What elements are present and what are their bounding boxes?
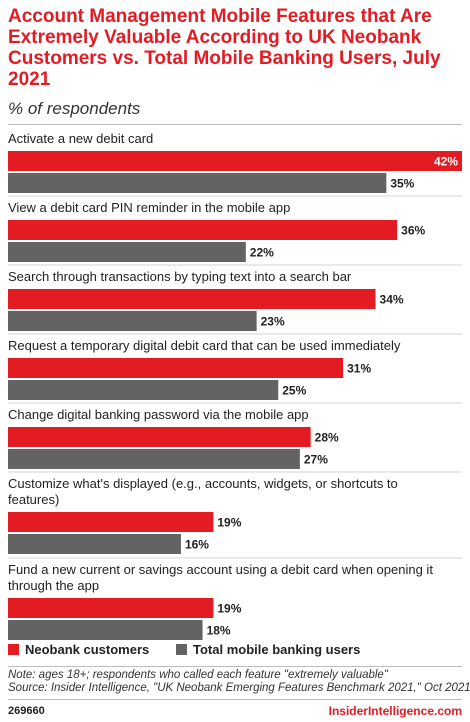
chart-subtitle: % of respondents	[8, 99, 141, 118]
category-label: Customize what's displayed (e.g., accoun…	[8, 476, 398, 491]
category-label: Search through transactions by typing te…	[8, 269, 352, 284]
data-label: 42%	[434, 155, 458, 169]
bar-total	[8, 380, 279, 400]
data-label: 27%	[304, 453, 328, 467]
data-label: 16%	[185, 538, 209, 552]
data-label: 31%	[347, 362, 371, 376]
data-label: 36%	[401, 224, 425, 238]
bar-total	[8, 449, 300, 469]
bar-neobank	[8, 358, 344, 378]
data-label: 25%	[282, 384, 306, 398]
bar-total	[8, 173, 387, 193]
bar-total	[8, 620, 203, 640]
brand-logo: InsiderIntelligence.com	[328, 704, 462, 718]
category-label: through the app	[8, 578, 99, 593]
top-divider	[8, 124, 462, 125]
data-label: 28%	[315, 431, 339, 445]
category-label: features)	[8, 492, 59, 507]
data-label: 34%	[380, 293, 404, 307]
bar-neobank	[8, 151, 462, 171]
bar-total	[8, 311, 257, 331]
category-label: Request a temporary digital debit card t…	[8, 338, 401, 353]
data-label: 23%	[261, 315, 285, 329]
legend-label-neobank: Neobank customers	[25, 642, 150, 657]
legend-label-total: Total mobile banking users	[193, 642, 361, 657]
legend-swatch-neobank	[8, 644, 19, 655]
footnote: Note: ages 18+; respondents who called e…	[8, 669, 388, 681]
data-label: 19%	[217, 602, 241, 616]
chart-id: 269660	[8, 705, 45, 717]
source-line: Source: Insider Intelligence, "UK Neoban…	[8, 682, 470, 694]
bar-total	[8, 534, 181, 554]
category-label: View a debit card PIN reminder in the mo…	[8, 200, 290, 215]
chart-title: Account Management Mobile Features that …	[8, 6, 441, 90]
legend-swatch-total	[176, 644, 187, 655]
data-label: 19%	[217, 516, 241, 530]
bar-neobank	[8, 427, 311, 447]
category-label: Activate a new debit card	[8, 131, 153, 146]
bar-neobank	[8, 289, 376, 309]
bar-neobank	[8, 598, 214, 618]
data-label: 18%	[207, 624, 231, 638]
bar-chart: Activate a new debit card 42% 35% View a de…	[8, 131, 462, 640]
data-label: 22%	[250, 246, 274, 260]
data-label: 35%	[390, 177, 414, 191]
footer-divider	[8, 666, 462, 667]
category-label: Change digital banking password via the …	[8, 407, 309, 422]
bar-total	[8, 242, 246, 262]
category-label: Fund a new current or savings account us…	[8, 562, 433, 577]
bar-neobank	[8, 512, 214, 532]
bottom-divider	[8, 699, 462, 700]
bar-neobank	[8, 220, 398, 240]
